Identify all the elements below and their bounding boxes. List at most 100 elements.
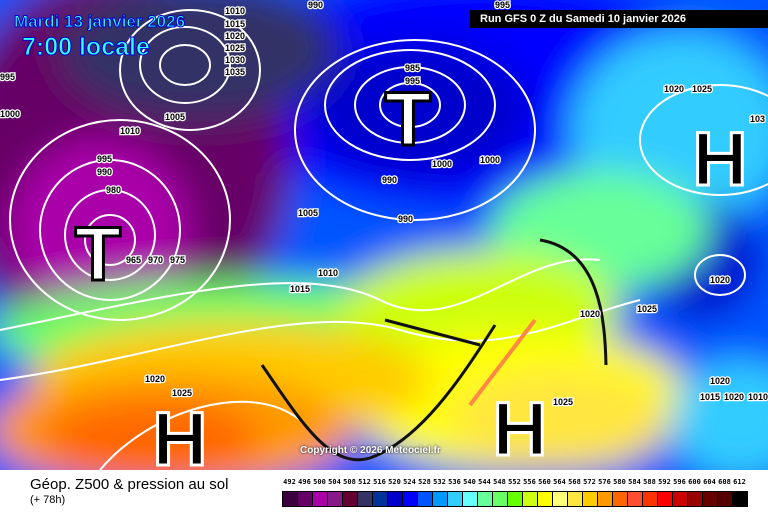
legend-swatch <box>373 491 388 507</box>
isobar-label: 1010 <box>318 268 338 278</box>
legend-swatch <box>448 491 463 507</box>
forecast-lead: (+ 78h) <box>30 494 66 506</box>
isobar-label: 1015 <box>290 284 310 294</box>
footer: Géop. Z500 & pression au sol (+ 78h) 492… <box>0 470 768 512</box>
legend-swatch <box>553 491 568 507</box>
legend-swatch <box>598 491 613 507</box>
legend-swatch <box>718 491 733 507</box>
legend-swatch <box>658 491 673 507</box>
color-legend: 492 496 500 504 508 512 516 520 524 528 532 536 540 5… <box>282 478 748 507</box>
legend-swatch <box>463 491 478 507</box>
legend-label: 592 <box>658 478 671 486</box>
legend-swatch <box>418 491 433 507</box>
isobar-label: 1020 <box>145 374 165 384</box>
legend-label: 552 <box>508 478 521 486</box>
low-pressure-center: T <box>385 77 431 162</box>
legend-label: 540 <box>463 478 476 486</box>
legend-label: 584 <box>628 478 641 486</box>
forecast-date: Mardi 13 janvier 2026 <box>13 12 186 32</box>
isobar-label: 1025 <box>692 84 712 94</box>
legend-label: 548 <box>493 478 506 486</box>
legend-label: 544 <box>478 478 491 486</box>
legend-label: 568 <box>568 478 581 486</box>
isobar-label: 995 <box>97 154 112 164</box>
legend-swatch <box>328 491 343 507</box>
legend-swatch <box>628 491 643 507</box>
isobar-label: 1020 <box>664 84 684 94</box>
isobar-label: 995 <box>405 76 420 86</box>
legend-label: 492 <box>283 478 296 486</box>
isobar-label: 990 <box>308 0 323 10</box>
isobar-label: 1000 <box>432 159 452 169</box>
trajectory-arrow <box>468 318 537 407</box>
legend-swatch <box>538 491 553 507</box>
legend-swatch <box>388 491 403 507</box>
isobar-label: 975 <box>170 255 185 265</box>
isobar-label: 1025 <box>553 397 573 407</box>
legend-label: 532 <box>433 478 446 486</box>
isobar-label: 980 <box>106 185 121 195</box>
geopotential-field <box>0 0 768 470</box>
legend-swatch <box>643 491 658 507</box>
legend-label: 604 <box>703 478 716 486</box>
isobar-label: 1020 <box>225 31 245 41</box>
legend-label: 596 <box>673 478 686 486</box>
isobar-label: 1025 <box>172 388 192 398</box>
isobar-label: 1030 <box>225 55 245 65</box>
legend-label: 600 <box>688 478 701 486</box>
isobar-label: 965 <box>126 255 141 265</box>
isobar-label: 1010 <box>120 126 140 136</box>
legend-label: 508 <box>343 478 356 486</box>
legend-swatch <box>733 491 748 507</box>
isobar-label: 1010 <box>225 6 245 16</box>
legend-label: 536 <box>448 478 461 486</box>
legend-swatch <box>508 491 523 507</box>
legend-label: 608 <box>718 478 731 486</box>
isobar-label: 1020 <box>724 392 744 402</box>
isobar-label: 995 <box>495 0 510 10</box>
legend-swatch <box>493 491 508 507</box>
isobar-label: 1025 <box>225 43 245 53</box>
high-pressure-center: H <box>493 387 548 470</box>
fronts <box>260 238 608 462</box>
low-pressure-center: T <box>75 212 121 297</box>
isobar-label: 1020 <box>580 309 600 319</box>
legend-swatch <box>673 491 688 507</box>
legend-label: 504 <box>328 478 341 486</box>
legend-label: 580 <box>613 478 626 486</box>
legend-swatch <box>433 491 448 507</box>
legend-swatch <box>282 491 298 507</box>
legend-swatch <box>703 491 718 507</box>
legend-swatch <box>343 491 358 507</box>
legend-label: 588 <box>643 478 656 486</box>
isobar-label: 1015 <box>225 19 245 29</box>
isobar-label: 1025 <box>637 304 657 314</box>
legend-swatch <box>613 491 628 507</box>
legend-swatch <box>523 491 538 507</box>
legend-swatch <box>358 491 373 507</box>
legend-label: 524 <box>403 478 416 486</box>
legend-swatch <box>298 491 313 507</box>
legend-swatch <box>583 491 598 507</box>
legend-label: 556 <box>523 478 536 486</box>
model-run-banner: Run GFS 0 Z du Samedi 10 janvier 2026 <box>470 10 768 28</box>
legend-label: 612 <box>733 478 746 486</box>
legend-label: 500 <box>313 478 326 486</box>
isobar-label: 1000 <box>480 155 500 165</box>
isobars <box>0 9 768 470</box>
isobar-label: 1035 <box>225 67 245 77</box>
legend-label: 560 <box>538 478 551 486</box>
isobar-label: 985 <box>405 63 420 73</box>
forecast-local-time: 7:00 locale <box>22 33 151 62</box>
legend-swatch <box>478 491 493 507</box>
legend-label: 528 <box>418 478 431 486</box>
isobar-label: 1000 <box>0 109 20 119</box>
isobar-label: 990 <box>382 175 397 185</box>
legend-label: 564 <box>553 478 566 486</box>
legend-label: 512 <box>358 478 371 486</box>
legend-label: 496 <box>298 478 311 486</box>
copyright: Copyright © 2026 Meteociel.fr <box>300 445 441 456</box>
legend-label: 516 <box>373 478 386 486</box>
isobar-label: 1010 <box>748 392 768 402</box>
isobar-label: 970 <box>148 255 163 265</box>
